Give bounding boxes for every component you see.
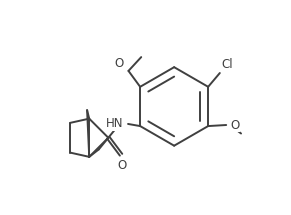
Text: O: O bbox=[115, 57, 124, 70]
Text: Cl: Cl bbox=[221, 58, 233, 71]
Text: HN: HN bbox=[106, 117, 123, 130]
Text: O: O bbox=[230, 118, 239, 132]
Text: O: O bbox=[118, 158, 127, 172]
